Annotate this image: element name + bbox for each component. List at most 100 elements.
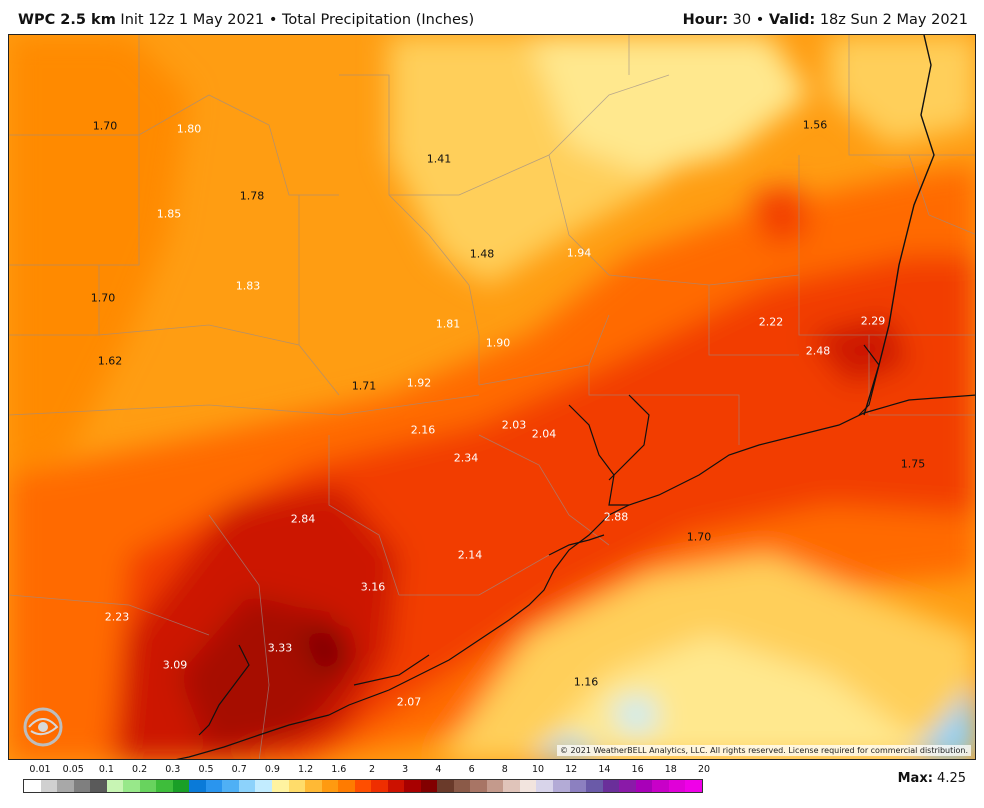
legend-tick-label: 0.7 xyxy=(231,764,247,775)
legend-swatch xyxy=(73,780,91,792)
precip-value-label: 1.83 xyxy=(235,279,261,293)
legend-swatch xyxy=(205,780,223,792)
init-time: Init 12z 1 May 2021 xyxy=(120,12,265,28)
hour-value: 30 xyxy=(732,12,752,28)
state-line xyxy=(863,35,935,416)
precip-value-label: 1.70 xyxy=(686,530,712,544)
model-name: WPC 2.5 km xyxy=(18,12,116,28)
legend-tick-label: 0.1 xyxy=(98,764,114,775)
max-label: Max: xyxy=(897,771,933,786)
precip-value-label: 2.22 xyxy=(758,315,784,329)
precip-value-label: 2.03 xyxy=(501,418,527,432)
header-title: WPC 2.5 km Init 12z 1 May 2021 • Total P… xyxy=(18,12,474,28)
precip-value-label: 1.92 xyxy=(406,376,432,390)
precip-value-label: 1.90 xyxy=(485,336,511,350)
legend-tick-label: 0.2 xyxy=(132,764,148,775)
header-valid-info: Hour: 30 • Valid: 18z Sun 2 May 2021 xyxy=(683,12,968,28)
legend-tick-label: 0.9 xyxy=(264,764,280,775)
valid-value: 18z Sun 2 May 2021 xyxy=(819,12,968,28)
legend-swatch xyxy=(222,780,239,792)
legend-tick-label: 0.5 xyxy=(198,764,214,775)
precip-value-label: 1.16 xyxy=(573,675,599,689)
legend-swatch xyxy=(453,780,471,792)
legend-tick-label: 0.01 xyxy=(29,764,51,775)
precip-value-label: 1.70 xyxy=(90,291,116,305)
legend-tick-label: 16 xyxy=(631,764,644,775)
max-value: Max: 4.25 xyxy=(898,771,966,786)
precip-value-label: 1.75 xyxy=(900,457,926,471)
legend-swatch xyxy=(602,780,620,792)
coastline xyxy=(175,344,975,759)
precip-value-label: 1.70 xyxy=(92,119,118,133)
legend-swatch xyxy=(371,780,388,792)
legend-swatch xyxy=(40,780,58,792)
legend-tick-label: 10 xyxy=(531,764,545,775)
valid-label: Valid: xyxy=(768,12,816,28)
separator: • xyxy=(755,12,765,28)
legend-swatch xyxy=(437,780,454,792)
legend-swatch xyxy=(619,780,636,792)
separator: • xyxy=(268,12,278,28)
legend-swatch xyxy=(106,780,124,792)
precipitation-field xyxy=(9,35,975,759)
legend-tick-label: 1.6 xyxy=(331,764,347,775)
legend-swatch xyxy=(338,780,355,792)
precip-value-label: 2.48 xyxy=(805,344,831,358)
legend-color-bar xyxy=(23,779,703,793)
legend-swatch xyxy=(354,780,372,792)
legend-swatch xyxy=(586,780,603,792)
weatherbell-logo xyxy=(19,705,79,749)
legend-tick-label: 4 xyxy=(435,764,442,775)
precip-value-label: 2.14 xyxy=(457,548,483,562)
max-number: 4.25 xyxy=(937,771,966,786)
precip-value-label: 1.78 xyxy=(239,189,265,203)
copyright-notice: © 2021 WeatherBELL Analytics, LLC. All r… xyxy=(557,745,971,756)
legend-swatch xyxy=(635,780,653,792)
precip-value-label: 3.33 xyxy=(267,641,293,655)
legend-swatch xyxy=(288,780,306,792)
legend-swatch xyxy=(90,780,107,792)
legend-swatch xyxy=(255,780,272,792)
precip-value-label: 2.34 xyxy=(453,451,479,465)
legend-swatch xyxy=(156,780,173,792)
weatherbell-swirl-logo-icon xyxy=(23,707,63,747)
precip-value-label: 1.85 xyxy=(156,207,182,221)
precip-value-label: 1.80 xyxy=(176,122,202,136)
precip-value-label: 2.29 xyxy=(860,314,886,328)
precip-value-label: 1.62 xyxy=(97,354,123,368)
precip-value-label: 1.94 xyxy=(566,246,592,260)
legend-swatch xyxy=(553,780,570,792)
legend-swatch xyxy=(321,780,339,792)
legend-swatch xyxy=(123,780,140,792)
precipitation-legend: 0.01 0.05 0.1 0.2 0.3 0.5 0.7 0.9 1.2 1.6 2 3 4 6 8 10 1… xyxy=(23,764,710,798)
legend-swatch xyxy=(189,780,206,792)
precip-value-label: 1.41 xyxy=(426,152,452,166)
precip-value-label: 2.16 xyxy=(410,423,436,437)
legend-swatch xyxy=(271,780,289,792)
precip-value-label: 2.88 xyxy=(603,510,629,524)
legend-swatch xyxy=(652,780,669,792)
legend-tick-label: 12 xyxy=(565,764,578,775)
legend-tick-label: 3 xyxy=(402,764,409,775)
precipitation-map: 1.70 1.80 1.78 1.85 1.41 1.56 1.48 1.94 1.70 1.83… xyxy=(8,34,976,760)
legend-swatch xyxy=(57,780,74,792)
precip-value-label: 2.04 xyxy=(531,427,557,441)
field-name: Total Precipitation (Inches) xyxy=(282,12,475,28)
precip-value-label: 1.48 xyxy=(469,247,495,261)
legend-swatch xyxy=(387,780,405,792)
legend-tick-label: 0.3 xyxy=(165,764,181,775)
precip-value-label: 3.09 xyxy=(162,658,188,672)
precip-value-label: 1.56 xyxy=(802,118,828,132)
legend-swatch xyxy=(24,780,41,792)
legend-swatch xyxy=(668,780,686,792)
legend-tick-label: 2 xyxy=(368,764,376,775)
precip-value-label: 2.07 xyxy=(396,695,422,709)
legend-swatch xyxy=(172,780,190,792)
legend-swatch xyxy=(470,780,487,792)
map-header: WPC 2.5 km Init 12z 1 May 2021 • Total P… xyxy=(0,0,984,34)
precip-value-label: 1.81 xyxy=(435,317,461,331)
legend-swatch xyxy=(519,780,537,792)
legend-tick-label: 1.2 xyxy=(298,764,314,775)
legend-swatch xyxy=(420,780,438,792)
legend-ticks: 0.01 0.05 0.1 0.2 0.3 0.5 0.7 0.9 1.2 1.6 2 3 4 6 8 10 1… xyxy=(23,764,710,778)
